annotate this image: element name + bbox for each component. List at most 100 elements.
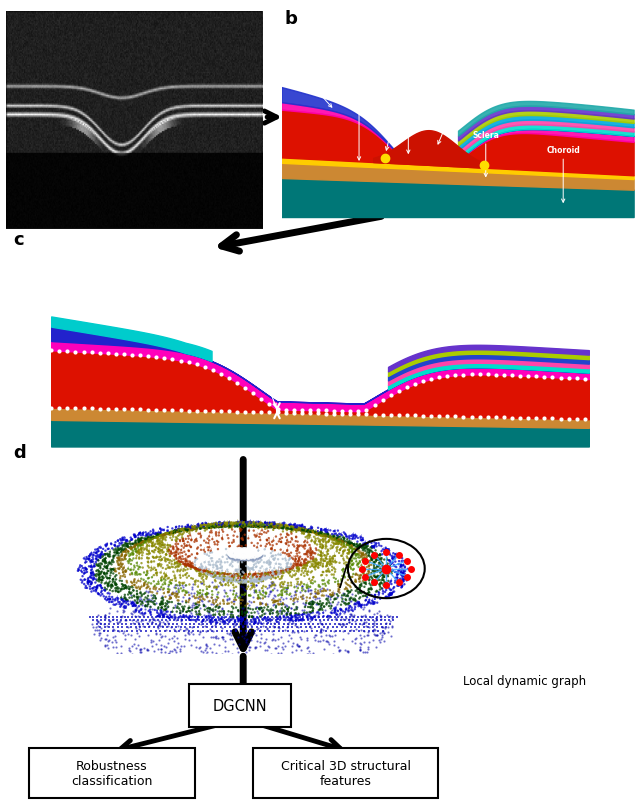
Point [153, 531, 163, 544]
Point [104, 546, 115, 559]
Point [231, 568, 241, 581]
Point [298, 523, 308, 536]
Point [240, 520, 250, 533]
Point [113, 541, 123, 554]
Point [195, 564, 205, 577]
Point [189, 523, 199, 536]
Point [255, 520, 265, 533]
Point [139, 537, 149, 549]
Point [247, 577, 257, 589]
Point [221, 520, 232, 533]
Point [211, 518, 221, 531]
Point [247, 610, 257, 623]
Point [243, 516, 253, 529]
Point [191, 521, 201, 534]
Point [308, 571, 318, 584]
Point [290, 518, 300, 531]
Point [221, 519, 232, 532]
Point [155, 533, 165, 545]
Point [219, 568, 229, 581]
Point [186, 561, 196, 573]
Point [288, 615, 298, 628]
Point [88, 549, 98, 561]
Point [360, 589, 370, 602]
Point [229, 574, 239, 587]
Point [124, 547, 134, 560]
Point [157, 539, 168, 552]
Point [141, 534, 152, 547]
Point [113, 596, 124, 609]
Point [196, 590, 207, 603]
Point [238, 573, 248, 585]
Point [117, 593, 127, 606]
Point [186, 557, 196, 570]
Point [211, 517, 221, 530]
Point [175, 564, 186, 577]
Point [383, 579, 393, 592]
Point [226, 606, 236, 618]
Point [364, 555, 374, 568]
Point [218, 517, 228, 530]
Point [226, 577, 236, 589]
Point [104, 593, 115, 606]
Point [190, 597, 200, 610]
Point [188, 522, 198, 535]
Point [246, 574, 256, 587]
Point [319, 610, 329, 623]
Point [353, 536, 363, 549]
Point [235, 591, 245, 604]
Point [340, 545, 350, 557]
Point [184, 521, 194, 534]
Point [254, 602, 264, 615]
Point [182, 521, 193, 534]
Point [388, 586, 398, 599]
Point [187, 524, 197, 537]
Point [73, 563, 83, 576]
Point [224, 520, 234, 533]
Point [315, 603, 325, 616]
Point [179, 602, 189, 615]
Point [97, 551, 108, 564]
Point [259, 569, 269, 581]
Point [269, 568, 279, 581]
Point [314, 528, 324, 541]
Point [227, 575, 237, 588]
Point [270, 566, 280, 579]
Point [321, 585, 331, 597]
Point [345, 533, 355, 545]
Point [154, 551, 164, 564]
Point [118, 561, 129, 574]
Point [312, 533, 323, 545]
Point [209, 567, 220, 580]
Point [342, 538, 353, 551]
Point [248, 555, 259, 568]
Point [190, 576, 200, 589]
Point [195, 565, 205, 577]
Point [226, 571, 236, 584]
Point [386, 558, 396, 571]
Point [161, 606, 172, 618]
Point [193, 520, 204, 533]
Point [132, 596, 142, 609]
Point [246, 518, 256, 531]
Point [120, 550, 130, 563]
Point [164, 612, 175, 625]
Point [312, 554, 322, 567]
Point [107, 563, 117, 576]
Text: PLT: PLT [468, 47, 483, 55]
Point [315, 603, 325, 616]
Point [260, 571, 271, 584]
Point [255, 610, 265, 623]
Point [214, 567, 224, 580]
Point [394, 580, 404, 593]
Point [301, 565, 312, 578]
Point [262, 603, 272, 616]
Point [371, 561, 381, 574]
Point [148, 533, 158, 546]
Point [327, 555, 337, 568]
Point [310, 526, 321, 539]
Point [269, 596, 279, 609]
Point [308, 526, 318, 539]
Point [332, 533, 342, 546]
Point [211, 520, 221, 533]
